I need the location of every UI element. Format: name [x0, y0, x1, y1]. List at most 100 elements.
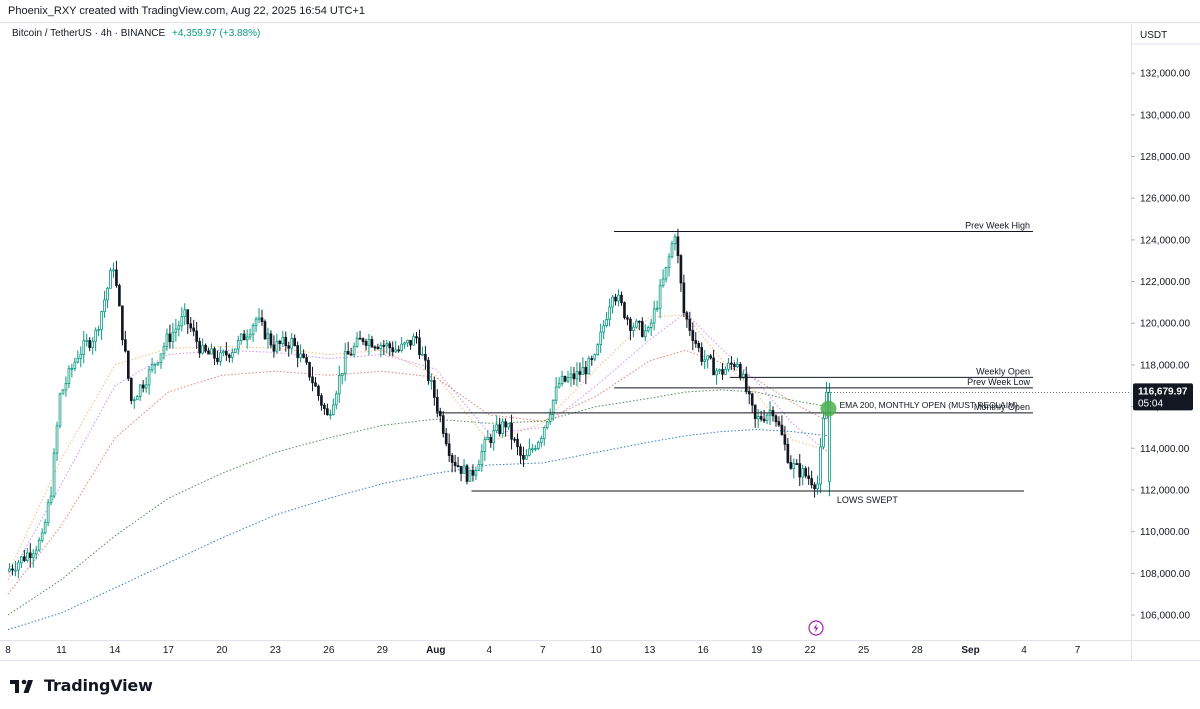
candle [560, 370, 564, 387]
candle-body [682, 282, 686, 314]
candle [480, 444, 484, 472]
candle [596, 343, 600, 356]
candle [462, 459, 466, 474]
candle [165, 328, 169, 351]
candle-body [266, 333, 270, 340]
candle-body [20, 556, 23, 564]
candle-body [424, 353, 427, 361]
candle [20, 555, 23, 569]
candle [73, 357, 77, 372]
candle-body [623, 302, 626, 319]
candle-body [260, 317, 264, 323]
candle-body [225, 351, 228, 356]
candle-body [106, 287, 109, 301]
ema-slow-line [7, 428, 829, 631]
candle-body [31, 553, 35, 559]
candle [82, 331, 86, 364]
candle-body [489, 437, 493, 443]
candle-body [364, 341, 368, 346]
candle [747, 386, 751, 405]
candle-body [804, 468, 808, 477]
candle-body [239, 333, 243, 341]
candle [712, 349, 715, 376]
candle-body [263, 321, 267, 340]
candle [646, 325, 650, 333]
candle [670, 240, 674, 259]
candle [584, 360, 588, 385]
candle [85, 333, 89, 347]
candle-body [664, 267, 668, 280]
candle-body [385, 343, 389, 347]
candle [186, 309, 190, 334]
candle-body [528, 448, 531, 456]
candle-body [361, 338, 365, 342]
symbol-name[interactable]: Bitcoin / TetherUS · 4h · BINANCE [12, 28, 166, 39]
candle-body [643, 330, 647, 337]
candle [171, 322, 175, 349]
candle [733, 361, 736, 371]
candle-body [629, 318, 632, 331]
candle [28, 543, 32, 568]
candle [539, 435, 543, 448]
candle-body [242, 333, 246, 341]
flash-icon[interactable] [808, 620, 824, 636]
candle-body [578, 371, 582, 375]
candle-body [67, 368, 71, 384]
candle-body [685, 312, 689, 320]
candle [343, 342, 347, 382]
candle-body [587, 358, 591, 375]
candle [599, 323, 603, 353]
candle [424, 346, 427, 370]
candle-body [168, 333, 172, 343]
y-tick-label: 132,000.00 [1140, 69, 1190, 80]
candle-body [635, 320, 638, 328]
candle-body [127, 350, 130, 379]
candle-body [777, 421, 781, 426]
candle [251, 323, 255, 342]
candle [697, 340, 701, 353]
candle-body [103, 299, 106, 313]
last-price-countdown: 05:04 [1138, 398, 1163, 409]
candle-body [40, 532, 44, 541]
candle-body [450, 455, 454, 463]
candle [771, 406, 775, 422]
candle [412, 333, 415, 346]
y-tick-label: 120,000.00 [1140, 319, 1190, 330]
candle [385, 339, 389, 354]
candle-body [474, 470, 478, 476]
candle [780, 415, 784, 436]
candle [79, 346, 83, 368]
candle [230, 348, 234, 363]
candle-body [673, 236, 677, 245]
candle-body [55, 425, 59, 454]
candle [67, 365, 71, 389]
candle [346, 341, 350, 355]
candle [456, 456, 460, 468]
candle [177, 320, 181, 337]
candle-body [611, 296, 614, 308]
candle [329, 409, 332, 420]
candle [94, 327, 97, 352]
y-tick-label: 118,000.00 [1140, 360, 1190, 371]
candle [801, 464, 805, 486]
candle-body [667, 256, 671, 268]
candle [272, 335, 276, 358]
x-tick-label: 22 [805, 645, 817, 656]
candle [474, 467, 478, 481]
candle [566, 370, 570, 384]
candle-body [14, 569, 17, 572]
x-tick-label: 19 [751, 645, 763, 656]
candle-body [709, 355, 712, 359]
candle [516, 433, 519, 456]
candle-body [504, 421, 507, 428]
candle [76, 350, 80, 364]
candle-body [394, 349, 398, 353]
candle-body [498, 424, 502, 434]
candle [447, 433, 451, 463]
candle-body [272, 344, 276, 352]
candle-body [406, 339, 409, 344]
currency-label[interactable]: USDT [1140, 30, 1168, 41]
candle [682, 274, 686, 318]
candle-body [795, 463, 799, 465]
